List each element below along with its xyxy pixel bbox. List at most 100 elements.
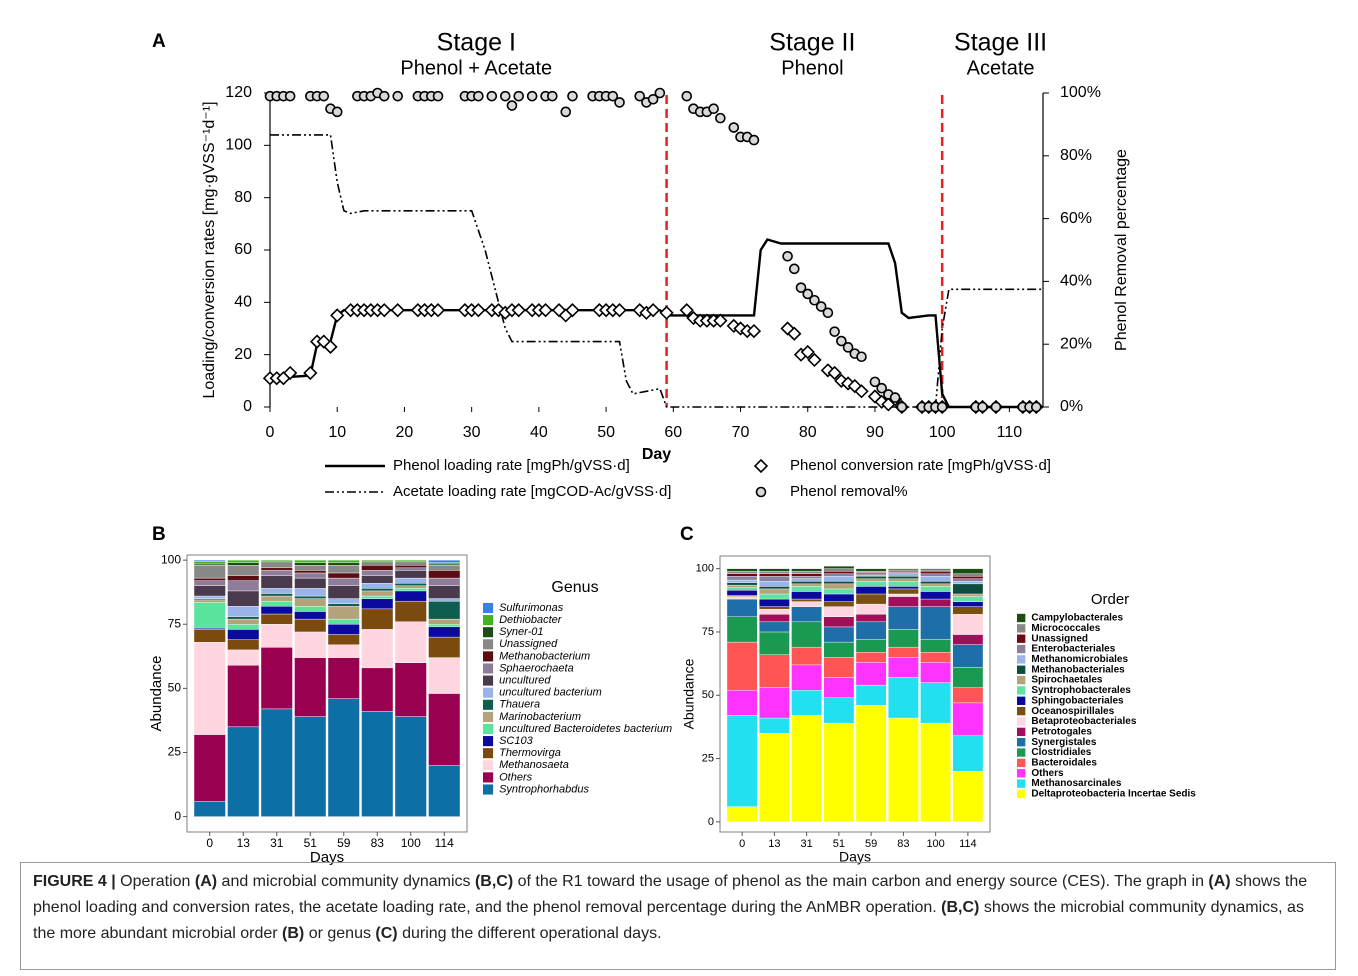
- bar-segment: [227, 575, 260, 581]
- bar-segment: [193, 734, 226, 802]
- data-point: [827, 365, 842, 381]
- data-point: [432, 90, 444, 102]
- bar-segment: [952, 581, 984, 585]
- bar-segment: [823, 588, 855, 595]
- y-axis-title: Loading/conversion rates [mg·gVSS⁻¹d⁻¹]: [201, 101, 218, 398]
- bar-segment: [855, 593, 887, 605]
- caption-text: and microbial community dynamics: [217, 873, 475, 890]
- bar-segment: [952, 583, 984, 595]
- bar-segment: [726, 576, 758, 581]
- bar-segment: [227, 665, 260, 728]
- caption-text: or genus: [304, 925, 376, 942]
- bar-segment: [823, 568, 855, 572]
- y-tick-label: 100: [161, 552, 181, 566]
- data-point: [506, 100, 518, 111]
- data-point: [746, 323, 762, 339]
- legend-label: Dethiobacter: [499, 614, 563, 626]
- legend-label: Methanobacteriales: [1031, 664, 1125, 675]
- bar-segment: [759, 614, 790, 623]
- legend-label: Deltaproteobacteria Incertae Sedis: [1031, 789, 1196, 800]
- bar-segment: [726, 806, 758, 823]
- x-tick-label: 0: [266, 424, 275, 441]
- data-point: [733, 321, 748, 336]
- y-tick-label: 120: [225, 84, 252, 101]
- bar-segment: [726, 573, 758, 577]
- bar-segment: [726, 596, 758, 600]
- bar-segment: [823, 722, 855, 823]
- legend-marker: [755, 486, 767, 498]
- bar-segment: [327, 577, 360, 586]
- y-tick-label: 40: [234, 294, 252, 311]
- x-tick-label: 0: [206, 836, 213, 850]
- bar-segment: [361, 595, 394, 599]
- bar-segment: [193, 565, 226, 579]
- bar-segment: [759, 598, 790, 607]
- data-point: [815, 301, 827, 312]
- caption-text: FIGURE 4 |: [33, 873, 116, 890]
- y-tick-label: 20: [234, 346, 252, 363]
- bar-segment: [920, 581, 951, 585]
- caption-text: (B): [282, 925, 305, 942]
- data-point: [330, 308, 345, 323]
- bar-segment: [294, 716, 327, 817]
- bar-segment: [791, 598, 822, 602]
- bar-segment: [294, 559, 327, 563]
- stage-title: Stage III: [954, 29, 1047, 57]
- legend-label: Petrotogales: [1031, 726, 1092, 737]
- bar-segment: [726, 579, 758, 583]
- legend-label: Spirochaetales: [1031, 675, 1103, 686]
- bar-segment: [193, 602, 226, 629]
- legend-swatch: [483, 723, 494, 735]
- legend-swatch: [1017, 706, 1026, 716]
- data-point: [646, 303, 661, 318]
- bar-segment: [193, 599, 226, 603]
- data-point: [874, 394, 889, 409]
- data-point: [377, 303, 392, 318]
- data-point: [787, 326, 802, 341]
- y-tick-label: 75: [168, 616, 182, 630]
- bar-segment: [227, 618, 260, 625]
- bar-segment: [260, 588, 293, 594]
- bar-segment: [327, 572, 360, 579]
- bar-segment: [227, 559, 260, 563]
- y-axis-title: Abundance: [148, 656, 165, 732]
- legend-swatch: [483, 699, 494, 710]
- legend-label: Others: [1031, 768, 1064, 779]
- caption-text: during the different operational days.: [397, 925, 662, 942]
- legend-swatch: [483, 639, 494, 650]
- bar-segment: [361, 608, 394, 630]
- bar-segment: [920, 606, 951, 640]
- data-point: [284, 90, 296, 102]
- y2-tick-label: 0%: [1060, 398, 1083, 415]
- legend-label: Syntrophorhabdus: [499, 783, 589, 795]
- legend-swatch: [1017, 665, 1026, 674]
- data-point: [560, 106, 572, 118]
- bar-segment: [823, 677, 855, 698]
- data-point: [713, 313, 728, 328]
- x-axis-title: Days: [839, 849, 871, 865]
- caption-text: (A): [194, 873, 218, 890]
- bar-segment: [361, 565, 394, 571]
- bar-segment: [428, 600, 461, 620]
- legend-label: Methanomicrobiales: [1031, 654, 1128, 665]
- legend-label: Thermovirga: [499, 747, 561, 759]
- legend-label: Betaproteobacteriales: [1031, 716, 1136, 727]
- bar-segment: [759, 573, 790, 577]
- bar-segment: [823, 657, 855, 678]
- x-tick-label: 83: [897, 838, 909, 850]
- bar-segment: [227, 565, 260, 576]
- x-tick-label: 70: [732, 424, 750, 441]
- bar-segment: [759, 687, 790, 719]
- bar-segment: [759, 654, 790, 688]
- bar-segment: [260, 593, 293, 597]
- bar-segment: [193, 561, 226, 565]
- data-point: [513, 90, 525, 102]
- bar-segment: [294, 588, 327, 597]
- legend-label: Acetate loading rate [mgCOD-Ac/gVSS·d]: [393, 483, 671, 500]
- legend-label: Synergistales: [1031, 737, 1096, 748]
- data-point: [889, 392, 901, 403]
- bar-segment: [888, 578, 919, 582]
- data-point: [659, 305, 674, 320]
- bar-segment: [227, 639, 260, 651]
- bar-segment: [920, 662, 951, 683]
